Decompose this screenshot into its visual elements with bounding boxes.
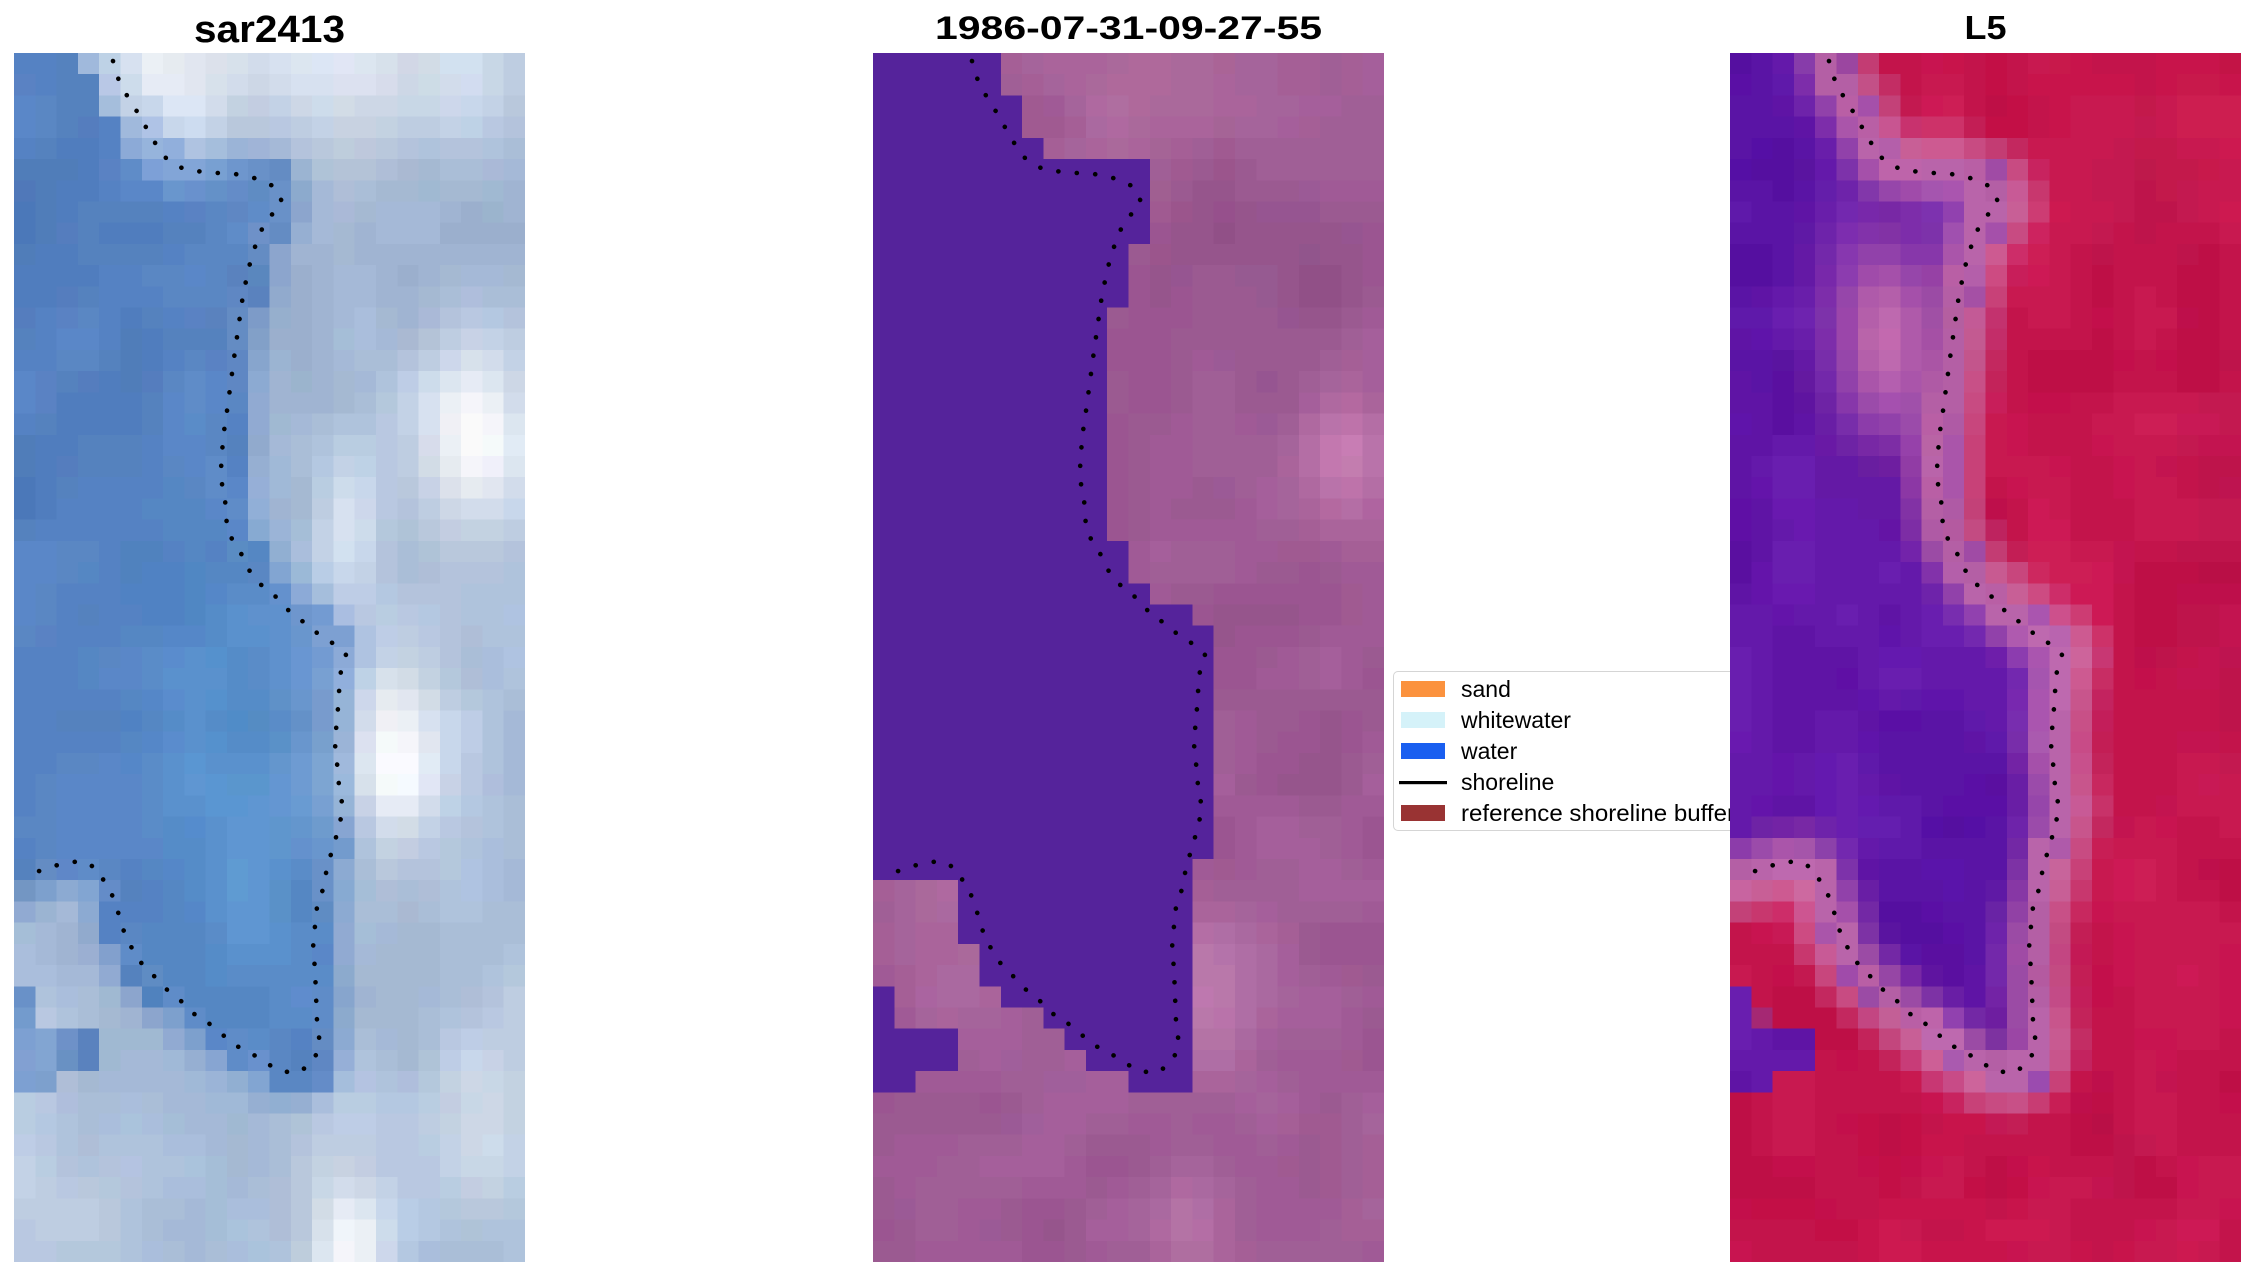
- svg-text:sar2413: sar2413: [194, 9, 345, 51]
- svg-text:whitewater: whitewater: [1460, 707, 1571, 733]
- svg-text:reference shoreline buffer: reference shoreline buffer: [1461, 800, 1735, 826]
- svg-text:shoreline: shoreline: [1461, 769, 1554, 795]
- svg-text:L5: L5: [1965, 9, 2007, 46]
- svg-text:water: water: [1460, 738, 1518, 764]
- svg-text:sand: sand: [1461, 676, 1511, 702]
- svg-text:1986-07-31-09-27-55: 1986-07-31-09-27-55: [935, 10, 1322, 46]
